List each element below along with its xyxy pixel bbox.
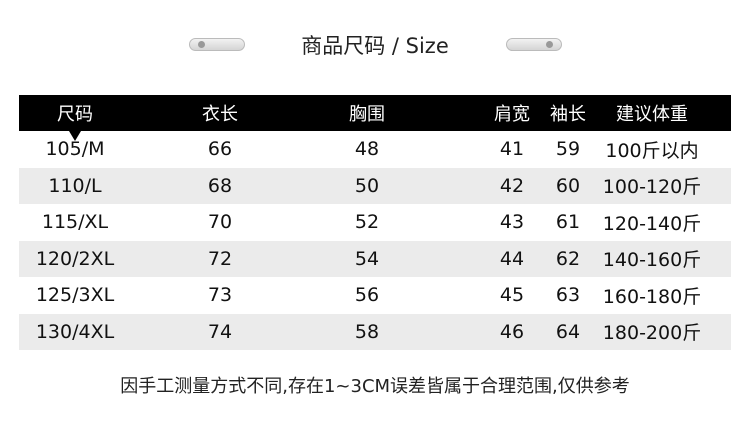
header-sleeve: 袖长 <box>550 104 586 125</box>
cell-sleeve: 60 <box>555 174 581 197</box>
cell-chest: 56 <box>354 284 380 307</box>
table-row: 110/L 68 50 42 60 100-120斤 <box>19 167 731 204</box>
header-weight: 建议体重 <box>616 104 688 125</box>
table-header: 尺码 衣长 胸围 肩宽 袖长 建议体重 <box>19 95 731 141</box>
cell-shoulder: 43 <box>499 211 525 234</box>
cell-length: 73 <box>207 284 233 307</box>
cell-weight: 140-160斤 <box>602 249 702 272</box>
cell-sleeve: 63 <box>555 284 581 307</box>
pointer-arrow-icon <box>69 131 81 141</box>
cell-length: 66 <box>207 138 233 161</box>
cell-shoulder: 46 <box>499 320 525 343</box>
table-row: 105/M 66 48 41 59 100斤以内 <box>19 131 731 168</box>
measurement-note: 因手工测量方式不同,存在1~3CM误差皆属于合理范围,仅供参考 <box>120 376 630 397</box>
header-chest: 胸围 <box>349 104 385 125</box>
cell-weight: 100-120斤 <box>602 176 702 199</box>
table-row: 115/XL 70 52 43 61 120-140斤 <box>19 204 731 241</box>
cell-length: 72 <box>207 247 233 270</box>
pill-dot-icon <box>198 41 205 48</box>
cell-shoulder: 42 <box>499 174 525 197</box>
cell-shoulder: 44 <box>499 247 525 270</box>
cell-weight: 100斤以内 <box>605 139 699 162</box>
header-size: 尺码 <box>57 104 93 125</box>
cell-chest: 48 <box>354 138 380 161</box>
cell-weight: 120-140斤 <box>602 212 702 235</box>
cell-sleeve: 64 <box>555 320 581 343</box>
decorative-pill-left <box>189 38 245 51</box>
cell-weight: 180-200斤 <box>602 322 702 345</box>
table-row: 130/4XL 74 58 46 64 180-200斤 <box>19 313 731 350</box>
cell-size: 110/L <box>48 174 102 197</box>
cell-size: 115/XL <box>41 211 109 234</box>
page-title: 商品尺码 / Size <box>301 34 449 58</box>
cell-sleeve: 61 <box>555 211 581 234</box>
decorative-pill-right <box>506 38 562 51</box>
cell-size: 130/4XL <box>35 320 115 343</box>
cell-chest: 58 <box>354 320 380 343</box>
table-row: 120/2XL 72 54 44 62 140-160斤 <box>19 240 731 277</box>
header-shoulder: 肩宽 <box>494 104 530 125</box>
cell-length: 68 <box>207 174 233 197</box>
cell-length: 74 <box>207 320 233 343</box>
cell-weight: 160-180斤 <box>602 285 702 308</box>
cell-chest: 50 <box>354 174 380 197</box>
cell-chest: 54 <box>354 247 380 270</box>
cell-size: 125/3XL <box>35 284 115 307</box>
size-table: 尺码 衣长 胸围 肩宽 袖长 建议体重 105/M 66 48 41 59 100斤以内 1… <box>19 95 731 350</box>
cell-length: 70 <box>207 211 233 234</box>
cell-sleeve: 59 <box>555 138 581 161</box>
cell-shoulder: 41 <box>499 138 525 161</box>
cell-size: 105/M <box>45 138 105 161</box>
cell-sleeve: 62 <box>555 247 581 270</box>
header-length: 衣长 <box>202 104 238 125</box>
table-row: 125/3XL 73 56 45 63 160-180斤 <box>19 277 731 314</box>
pill-dot-icon <box>546 41 553 48</box>
cell-size: 120/2XL <box>35 247 115 270</box>
cell-shoulder: 45 <box>499 284 525 307</box>
cell-chest: 52 <box>354 211 380 234</box>
